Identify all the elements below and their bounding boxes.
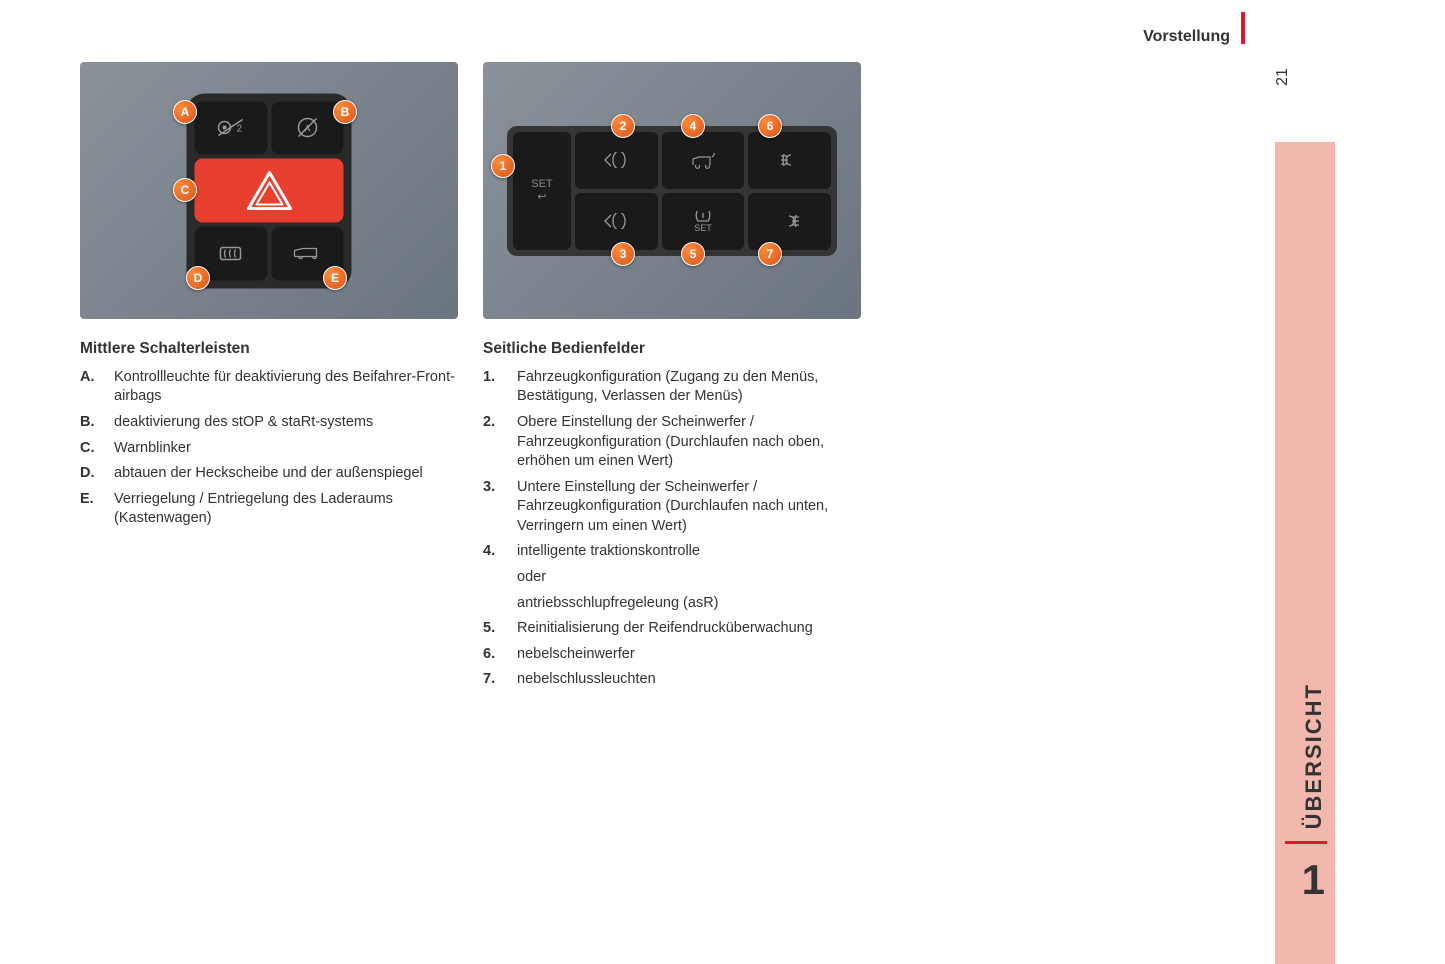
marker-a: A: [173, 100, 197, 124]
list-item: 3.Untere Einstellung der Scheinwerfer / …: [483, 478, 861, 537]
list-item: 1.Fahrzeugkonfiguration (Zugang zu den M…: [483, 368, 861, 407]
headlight-down-button: [575, 193, 658, 250]
list-item: D.abtauen der Heckscheibe und der außens…: [80, 464, 458, 484]
center-switch-cluster: 2 A: [187, 93, 352, 288]
list-text: Untere Einstellung der Scheinwerfer / Fa…: [517, 478, 861, 537]
marker-6: 6: [758, 114, 782, 138]
headlight-down-icon: [603, 213, 629, 229]
center-panel-text: Mittlere Schalterleisten A.Kontrollleuch…: [80, 339, 458, 696]
list-key: E.: [80, 490, 114, 529]
page-number: 21: [1274, 68, 1292, 86]
side-heading: Seitliche Bedienfelder: [483, 339, 861, 360]
marker-e: E: [323, 266, 347, 290]
list-item: A.Kontrollleuchte für deaktivierung des …: [80, 368, 458, 407]
list-text: deaktivierung des stOP & staRt-systems: [114, 413, 458, 433]
list-item: 2.Obere Einstellung der Scheinwerfer / F…: [483, 413, 861, 472]
list-text: abtauen der Heckscheibe und der außenspi…: [114, 464, 458, 484]
list-key: 7.: [483, 670, 517, 690]
traction-button: [662, 132, 745, 189]
set-button: SET↩: [513, 132, 571, 250]
center-heading: Mittlere Schalterleisten: [80, 339, 458, 360]
list-text: nebelschlussleuchten: [517, 670, 861, 690]
list-text: Obere Einstellung der Scheinwerfer / Fah…: [517, 413, 861, 472]
marker-b: B: [333, 100, 357, 124]
list-key: 2.: [483, 413, 517, 472]
list-text: nebelscheinwerfer: [517, 645, 861, 665]
marker-4: 4: [681, 114, 705, 138]
list-item: B.deaktivierung des stOP & staRt-systems: [80, 413, 458, 433]
center-panel-figure: 2 A A B C D E: [80, 62, 458, 319]
list-text: Kontrollleuchte für deaktivierung des Be…: [114, 368, 458, 407]
text-columns: Mittlere Schalterleisten A.Kontrollleuch…: [80, 339, 880, 696]
list-subtext: antriebsschlupfregeleung (asR): [517, 594, 861, 614]
fog-light-rear-icon: [777, 213, 803, 229]
headlight-up-button: [575, 132, 658, 189]
marker-7: 7: [758, 242, 782, 266]
svg-text:2: 2: [237, 124, 243, 135]
stop-start-off-icon: A: [295, 116, 319, 140]
list-text: Warnblinker: [114, 439, 458, 459]
list-item: 5.Reinitialisierung der Reifendrucküberw…: [483, 619, 861, 639]
header-title: Vorstellung: [1143, 28, 1230, 46]
hazard-triangle-icon: [244, 169, 294, 213]
fog-front-button: [748, 132, 831, 189]
marker-2: 2: [611, 114, 635, 138]
marker-1: 1: [491, 154, 515, 178]
gauge-arc-right: [428, 72, 458, 312]
list-item: 4.intelligente traktionskontrolle: [483, 542, 861, 562]
side-panel-figure: SET↩ SET 1 2 3 4 5 6 7: [483, 62, 861, 319]
tab-number: 1: [1302, 856, 1325, 904]
hazard-button: [195, 158, 344, 222]
side-switch-cluster: SET↩ SET: [507, 126, 837, 256]
header-red-bar: [1241, 12, 1245, 44]
marker-c: C: [173, 178, 197, 202]
airbag-off-button: 2: [195, 101, 268, 154]
list-key: B.: [80, 413, 114, 433]
cargo-lock-icon: [292, 244, 322, 262]
tab-label: ÜBERSICHT: [1301, 683, 1327, 829]
marker-5: 5: [681, 242, 705, 266]
list-key: A.: [80, 368, 114, 407]
headlight-up-icon: [603, 152, 629, 168]
list-text: Reinitialisierung der Reifendrucküberwac…: [517, 619, 861, 639]
list-item: C.Warnblinker: [80, 439, 458, 459]
image-row: 2 A A B C D E SET↩: [80, 62, 880, 319]
list-key: C.: [80, 439, 114, 459]
tpms-button: SET: [662, 193, 745, 250]
list-subtext: oder: [517, 568, 861, 588]
list-item: 7.nebelschlussleuchten: [483, 670, 861, 690]
airbag-off-icon: 2: [217, 118, 245, 138]
traction-control-icon: [690, 151, 716, 169]
list-text: intelligente traktionskontrolle: [517, 542, 861, 562]
list-item: 6.nebelscheinwerfer: [483, 645, 861, 665]
gauge-arc-left: [80, 72, 110, 312]
tpms-set-icon: [694, 209, 712, 223]
fog-rear-button: [748, 193, 831, 250]
rear-defrost-icon: [217, 243, 245, 263]
marker-3: 3: [611, 242, 635, 266]
list-key: 3.: [483, 478, 517, 537]
tab-divider: [1285, 841, 1327, 844]
list-item: E.Verriegelung / Entriegelung des Ladera…: [80, 490, 458, 529]
list-key: D.: [80, 464, 114, 484]
list-key: 6.: [483, 645, 517, 665]
list-key: 5.: [483, 619, 517, 639]
list-key: 1.: [483, 368, 517, 407]
content: 2 A A B C D E SET↩: [80, 62, 880, 696]
list-text: Fahrzeugkonfiguration (Zugang zu den Men…: [517, 368, 861, 407]
list-text: Verriegelung / Entriegelung des Laderaum…: [114, 490, 458, 529]
marker-d: D: [186, 266, 210, 290]
fog-light-front-icon: [777, 152, 803, 168]
side-panel-text: Seitliche Bedienfelder 1.Fahrzeugkonfigu…: [483, 339, 861, 696]
list-key: 4.: [483, 542, 517, 562]
